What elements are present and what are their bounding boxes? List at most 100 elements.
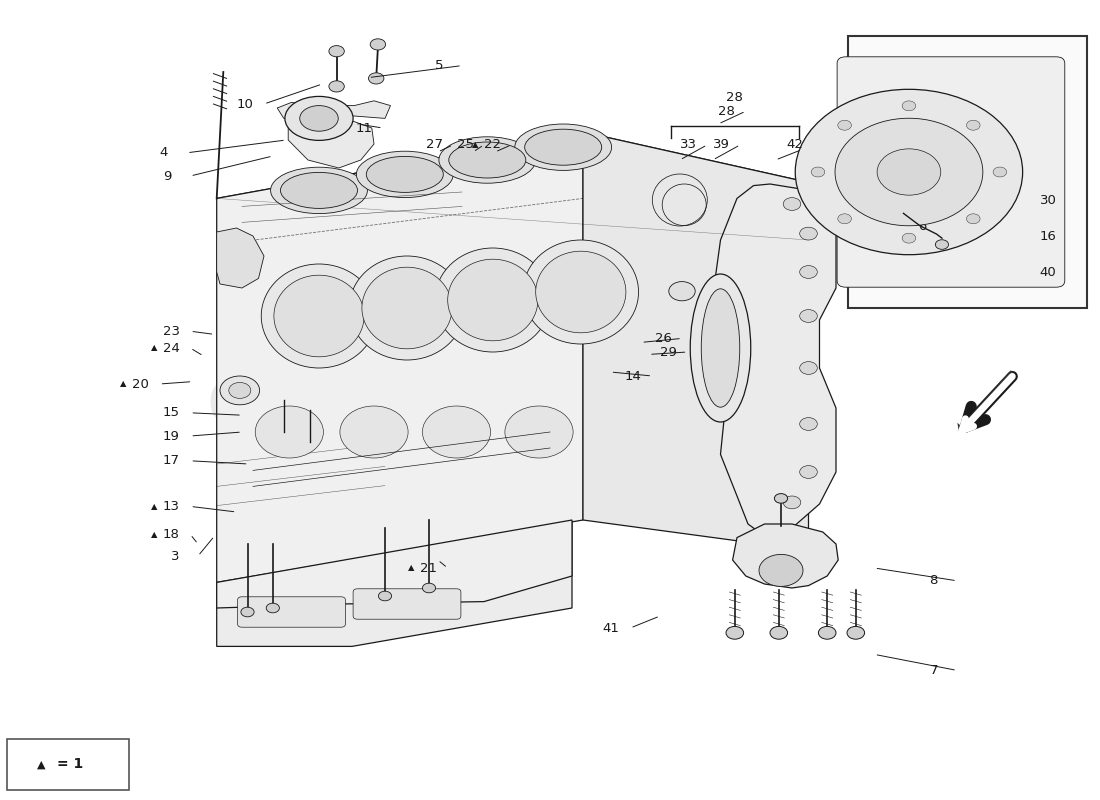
Ellipse shape [271,167,367,214]
Text: 11: 11 [355,122,372,134]
Ellipse shape [449,142,526,178]
Ellipse shape [340,406,408,458]
Polygon shape [288,122,374,168]
Text: 3: 3 [170,550,179,562]
Ellipse shape [448,259,538,341]
Polygon shape [733,524,838,588]
Text: 4: 4 [160,146,168,159]
Text: 8: 8 [930,574,938,587]
Text: 14: 14 [625,370,641,382]
Circle shape [902,101,916,111]
Text: ▲: ▲ [37,759,45,770]
Circle shape [811,167,825,177]
Circle shape [935,240,948,250]
Circle shape [902,233,916,243]
Text: 39: 39 [713,138,729,151]
Ellipse shape [691,274,750,422]
Circle shape [800,310,817,322]
Circle shape [877,149,940,195]
FancyBboxPatch shape [7,739,129,790]
Text: 21: 21 [420,562,437,574]
Ellipse shape [366,157,443,192]
Circle shape [800,266,817,278]
Text: = 1: = 1 [57,758,82,771]
Text: 26: 26 [654,332,671,345]
Text: 10: 10 [236,98,253,110]
Ellipse shape [702,289,739,407]
Text: ▲: ▲ [151,530,157,539]
Ellipse shape [255,406,323,458]
Ellipse shape [262,264,376,368]
Text: a passion for parts since 1975: a passion for parts since 1975 [229,308,607,332]
Polygon shape [217,520,572,646]
Circle shape [800,418,817,430]
Text: ▲: ▲ [120,379,127,389]
Circle shape [838,120,851,130]
Text: 17: 17 [163,454,179,467]
Text: 19: 19 [163,430,179,442]
Ellipse shape [759,554,803,586]
Circle shape [371,38,386,50]
Circle shape [241,607,254,617]
Circle shape [800,362,817,374]
Text: 23: 23 [163,325,179,338]
Text: 28: 28 [718,105,735,118]
Polygon shape [583,132,808,550]
Circle shape [967,120,980,130]
Text: 42: 42 [786,138,803,151]
FancyBboxPatch shape [353,589,461,619]
Circle shape [770,626,788,639]
Ellipse shape [505,406,573,458]
Ellipse shape [524,240,638,344]
Circle shape [838,214,851,224]
Circle shape [422,583,436,593]
Text: 13: 13 [163,500,179,513]
Ellipse shape [280,172,358,208]
Text: 16: 16 [1040,230,1056,243]
Text: ▲: ▲ [151,343,157,353]
Text: 20: 20 [132,378,148,390]
Text: 6: 6 [918,220,927,233]
Ellipse shape [350,256,464,360]
Text: 22: 22 [484,138,500,151]
Ellipse shape [439,137,536,183]
Circle shape [669,282,695,301]
Ellipse shape [515,124,612,170]
Ellipse shape [436,248,550,352]
FancyBboxPatch shape [837,57,1065,287]
Text: 25: 25 [456,138,473,151]
Text: 24: 24 [163,342,179,354]
FancyBboxPatch shape [238,597,345,627]
Circle shape [774,494,788,503]
Polygon shape [217,132,583,582]
Text: 40: 40 [1040,266,1056,278]
Circle shape [229,382,251,398]
Text: 29: 29 [660,346,676,358]
Circle shape [818,626,836,639]
Circle shape [847,626,865,639]
Circle shape [368,73,384,84]
Circle shape [795,90,1023,254]
FancyBboxPatch shape [848,36,1087,308]
Polygon shape [277,101,390,118]
Circle shape [800,466,817,478]
Ellipse shape [356,151,453,198]
Polygon shape [217,228,264,288]
Circle shape [726,626,744,639]
Ellipse shape [525,130,602,166]
Circle shape [329,81,344,92]
Circle shape [993,167,1007,177]
Text: ▲: ▲ [472,140,478,150]
Circle shape [266,603,279,613]
Circle shape [783,198,801,210]
Polygon shape [217,520,572,608]
Circle shape [783,496,801,509]
Circle shape [220,376,260,405]
Text: 18: 18 [163,528,179,541]
Ellipse shape [299,106,339,131]
Ellipse shape [536,251,626,333]
Circle shape [835,118,982,226]
Circle shape [329,46,344,57]
Text: 27: 27 [426,138,442,151]
Ellipse shape [274,275,364,357]
